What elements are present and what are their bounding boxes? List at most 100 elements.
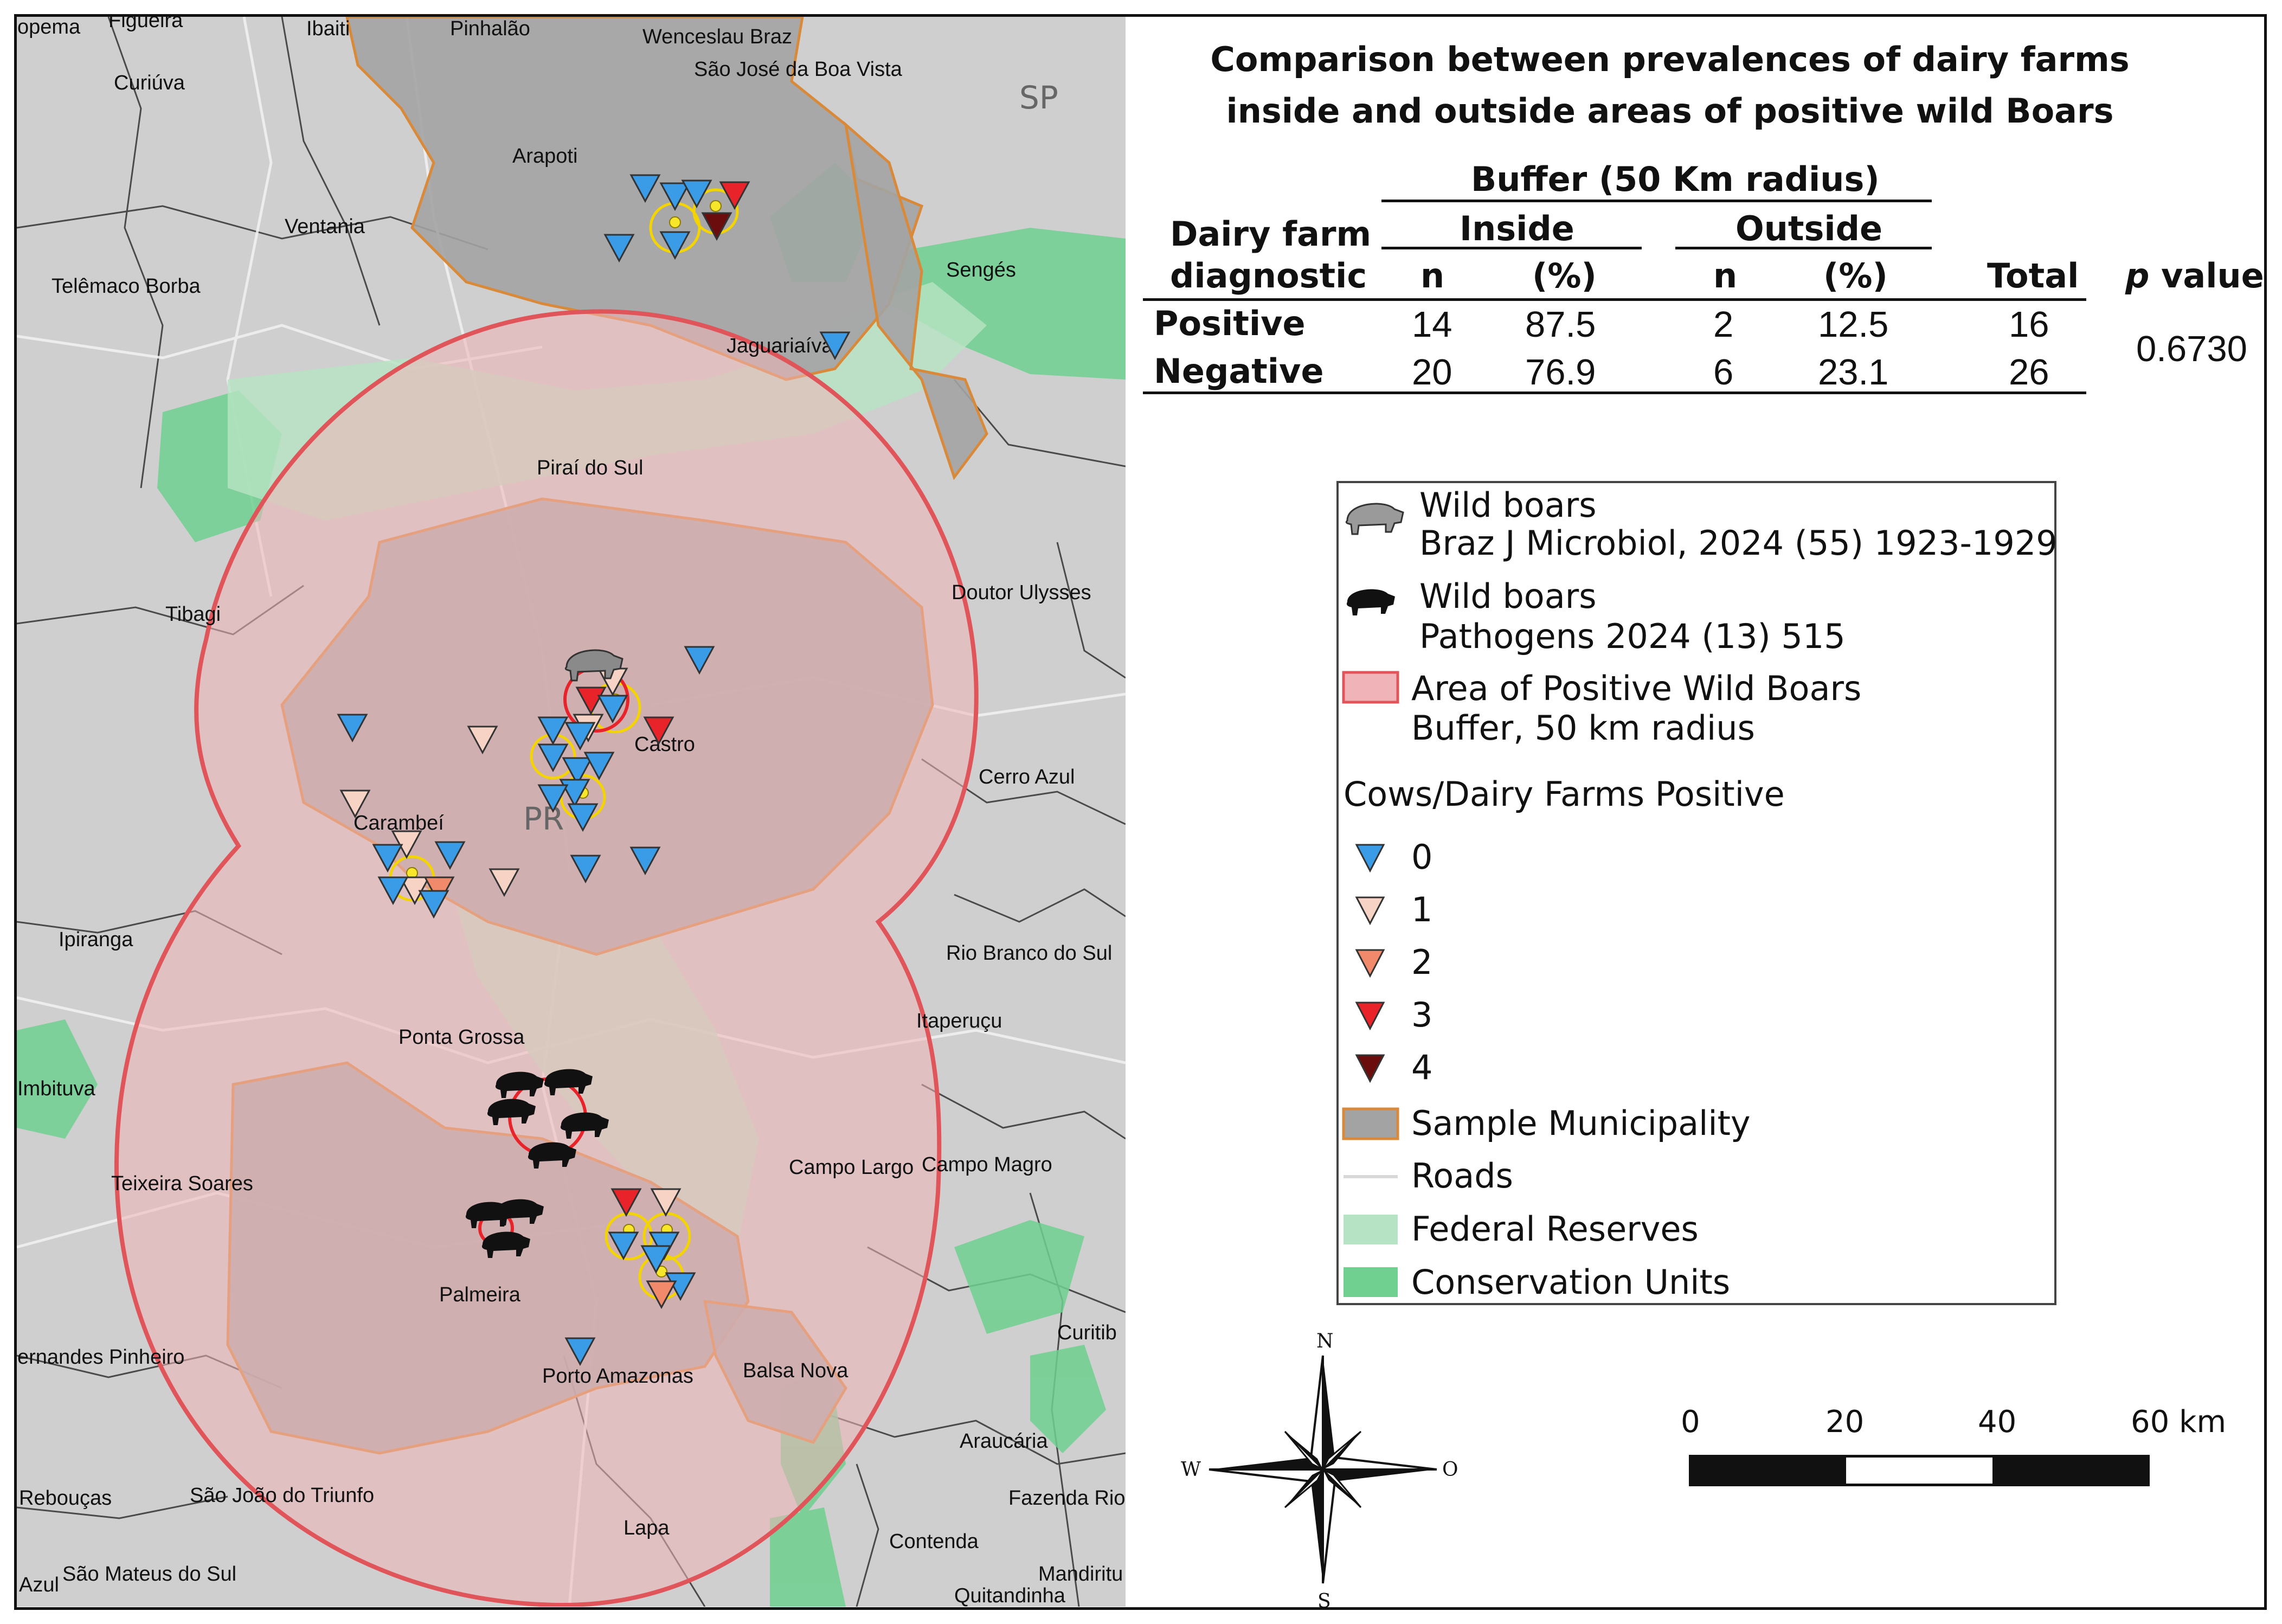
legend-area-line2: Buffer, 50 km radius	[1411, 708, 1755, 748]
legend-roads: Roads	[1411, 1156, 1513, 1196]
farm-marker	[537, 716, 569, 746]
outside-header: Outside	[1735, 209, 1883, 248]
svg-text:Ipiranga: Ipiranga	[59, 928, 133, 951]
farm-marker	[603, 234, 635, 263]
svg-text:Doutor Ulysses: Doutor Ulysses	[952, 581, 1091, 604]
cell-positive-inside-n: 14	[1412, 304, 1452, 345]
farm-marker	[337, 714, 368, 743]
farm-marker	[646, 1280, 677, 1310]
legend-boar1-line1: Wild boars	[1419, 485, 1597, 525]
svg-text:Sengés: Sengés	[946, 259, 1016, 281]
farm-marker	[684, 646, 715, 675]
svg-text:Azul: Azul	[19, 1574, 59, 1596]
farm-marker	[659, 182, 691, 211]
inside-pct-header: (%)	[1532, 256, 1597, 296]
farm-marker	[418, 890, 449, 919]
svg-text:Cerro Azul: Cerro Azul	[979, 766, 1075, 788]
farm-marker	[583, 752, 615, 781]
cell-negative-outside-n: 6	[1713, 352, 1734, 393]
scale-label-60: 60 km	[2131, 1404, 2227, 1440]
total-header: Total	[1987, 256, 2079, 296]
legend-conservation-units: Conservation Units	[1411, 1262, 1731, 1302]
svg-text:Rio Branco do Sul: Rio Branco do Sul	[946, 942, 1112, 965]
svg-text:Itaperuçu: Itaperuçu	[916, 1010, 1002, 1032]
cell-negative-outside-pct: 23.1	[1818, 352, 1889, 393]
farm-marker	[659, 231, 691, 260]
svg-text:Jaguariaíva: Jaguariaíva	[727, 335, 833, 357]
cell-negative-inside-n: 20	[1412, 352, 1452, 393]
scale-label-0: 0	[1681, 1404, 1700, 1440]
outside-pct-header: (%)	[1823, 256, 1888, 296]
legend-class-label-2: 2	[1411, 942, 1433, 982]
outside-n-header: n	[1713, 256, 1738, 296]
svg-text:São João do Triunfo: São João do Triunfo	[190, 1484, 374, 1507]
buffer-header: Buffer (50 Km radius)	[1471, 159, 1880, 199]
inside-header: Inside	[1460, 209, 1574, 248]
farm-marker	[643, 716, 674, 746]
farm-marker	[819, 331, 851, 361]
svg-text:ernandes Pinheiro: ernandes Pinheiro	[17, 1346, 184, 1369]
farm-marker	[608, 1231, 639, 1261]
dairy-farm-markers	[337, 174, 851, 1366]
farm-marker	[467, 726, 498, 755]
scale-seg-1	[1689, 1455, 1843, 1486]
svg-text:Arapoti: Arapoti	[512, 145, 577, 168]
scale-label-40: 40	[1978, 1404, 2017, 1440]
svg-text:Araucária: Araucária	[960, 1430, 1048, 1453]
svg-text:Palmeira: Palmeira	[439, 1283, 521, 1306]
buffer-header-rule	[1381, 200, 1932, 202]
cell-positive-inside-pct: 87.5	[1525, 304, 1596, 345]
svg-text:Piraí do Sul: Piraí do Sul	[537, 457, 643, 479]
farm-marker	[434, 841, 466, 870]
farm-marker	[597, 695, 628, 724]
farm-marker	[537, 743, 569, 773]
farm-marker	[339, 789, 371, 819]
svg-text:Contenda: Contenda	[889, 1530, 979, 1553]
farm-marker	[640, 1245, 672, 1274]
svg-text:Telêmaco Borba: Telêmaco Borba	[52, 275, 201, 298]
header-bottom-rule	[1143, 298, 2086, 301]
legend-class-label-4: 4	[1411, 1048, 1433, 1087]
legend-class-label-3: 3	[1411, 995, 1433, 1035]
svg-text:Figueira: Figueira	[108, 9, 183, 32]
svg-text:Rebouças: Rebouças	[19, 1487, 112, 1510]
farm-marker	[567, 803, 599, 832]
wild-boar-icon-braz	[564, 649, 623, 682]
svg-text:PR: PR	[523, 800, 564, 837]
figure-title: Comparison between prevalences of dairy …	[1182, 34, 2158, 137]
map-place-labels: opema Figueira Ibaiti Pinhalão Wenceslau…	[17, 9, 1125, 1607]
farm-marker	[650, 1188, 682, 1217]
row-negative-label: Negative	[1154, 351, 1324, 391]
cell-positive-outside-pct: 12.5	[1818, 304, 1889, 345]
row-header-line1: Dairy farm	[1170, 214, 1372, 254]
farm-marker	[488, 868, 520, 897]
legend-sample-municipality: Sample Municipality	[1411, 1103, 1751, 1143]
svg-text:opema: opema	[17, 16, 81, 38]
svg-text:Castro: Castro	[634, 733, 695, 756]
svg-text:Campo Magro: Campo Magro	[922, 1153, 1052, 1176]
svg-text:Lapa: Lapa	[623, 1517, 670, 1539]
legend-class-label-0: 0	[1411, 837, 1433, 877]
svg-text:Porto Amazonas: Porto Amazonas	[542, 1365, 693, 1388]
inside-header-rule	[1381, 247, 1642, 249]
svg-text:Mandiritu: Mandiritu	[1038, 1563, 1123, 1586]
inside-n-header: n	[1420, 256, 1445, 296]
farm-marker	[629, 174, 661, 203]
svg-text:Teixeira Soares: Teixeira Soares	[111, 1172, 253, 1195]
farm-marker	[377, 876, 409, 906]
farm-marker	[372, 844, 403, 873]
scale-seg-2	[1843, 1455, 1995, 1486]
svg-text:Imbituva: Imbituva	[17, 1077, 95, 1100]
p-value-header: p value	[2125, 256, 2264, 296]
farm-marker	[610, 1188, 642, 1217]
svg-text:São José da Boa Vista: São José da Boa Vista	[694, 58, 903, 81]
svg-text:Wenceslau Braz: Wenceslau Braz	[642, 25, 792, 48]
title-line-1: Comparison between prevalences of dairy …	[1210, 40, 2130, 79]
farm-marker	[559, 779, 590, 808]
legend	[1336, 481, 2056, 1305]
svg-text:Curitib: Curitib	[1057, 1321, 1117, 1344]
farm-marker	[629, 846, 661, 876]
svg-text:Ibaiti: Ibaiti	[306, 17, 350, 40]
farm-marker	[570, 855, 601, 884]
